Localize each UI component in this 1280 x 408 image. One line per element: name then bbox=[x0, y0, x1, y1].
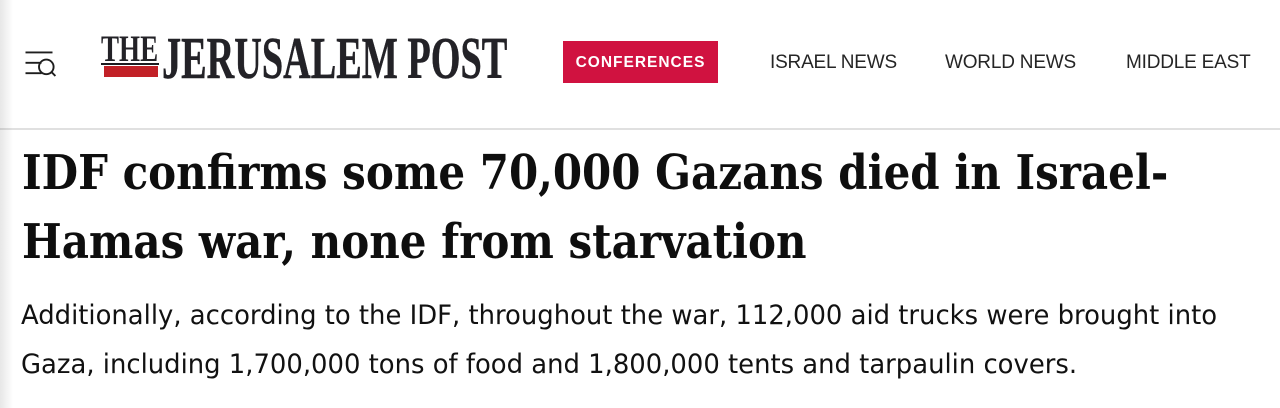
headline-line-2: Hamas war, none from starvation bbox=[22, 213, 807, 270]
nav-link-world-news[interactable]: WORLD NEWS bbox=[945, 51, 1077, 73]
headline-line-1: IDF confirms some 70,000 Gazans died in … bbox=[22, 144, 1169, 201]
nav-link-israel-news[interactable]: ISRAEL NEWS bbox=[770, 51, 897, 73]
logo-main-text: JERUSALEM POST bbox=[162, 24, 508, 91]
logo-the: THE bbox=[101, 29, 159, 71]
menu-search-icon bbox=[25, 51, 56, 77]
nav-link-middle-east[interactable]: MIDDLE EAST bbox=[1126, 51, 1251, 73]
article-subheadline: Additionally, according to the IDF, thro… bbox=[21, 292, 1217, 389]
conferences-button[interactable]: CONFERENCES bbox=[563, 41, 718, 83]
subheadline-line-1: Additionally, according to the IDF, thro… bbox=[21, 300, 1218, 332]
subheadline-line-2: Gaza, including 1,700,000 tons of food a… bbox=[21, 349, 1078, 381]
site-header: THE JERUSALEM POST CONFERENCES ISRAEL NE… bbox=[0, 0, 1280, 130]
logo-red-block bbox=[104, 66, 158, 78]
logo-underline bbox=[101, 63, 159, 66]
menu-search-button[interactable] bbox=[25, 51, 56, 77]
article-headline: IDF confirms some 70,000 Gazans died in … bbox=[22, 139, 1168, 276]
